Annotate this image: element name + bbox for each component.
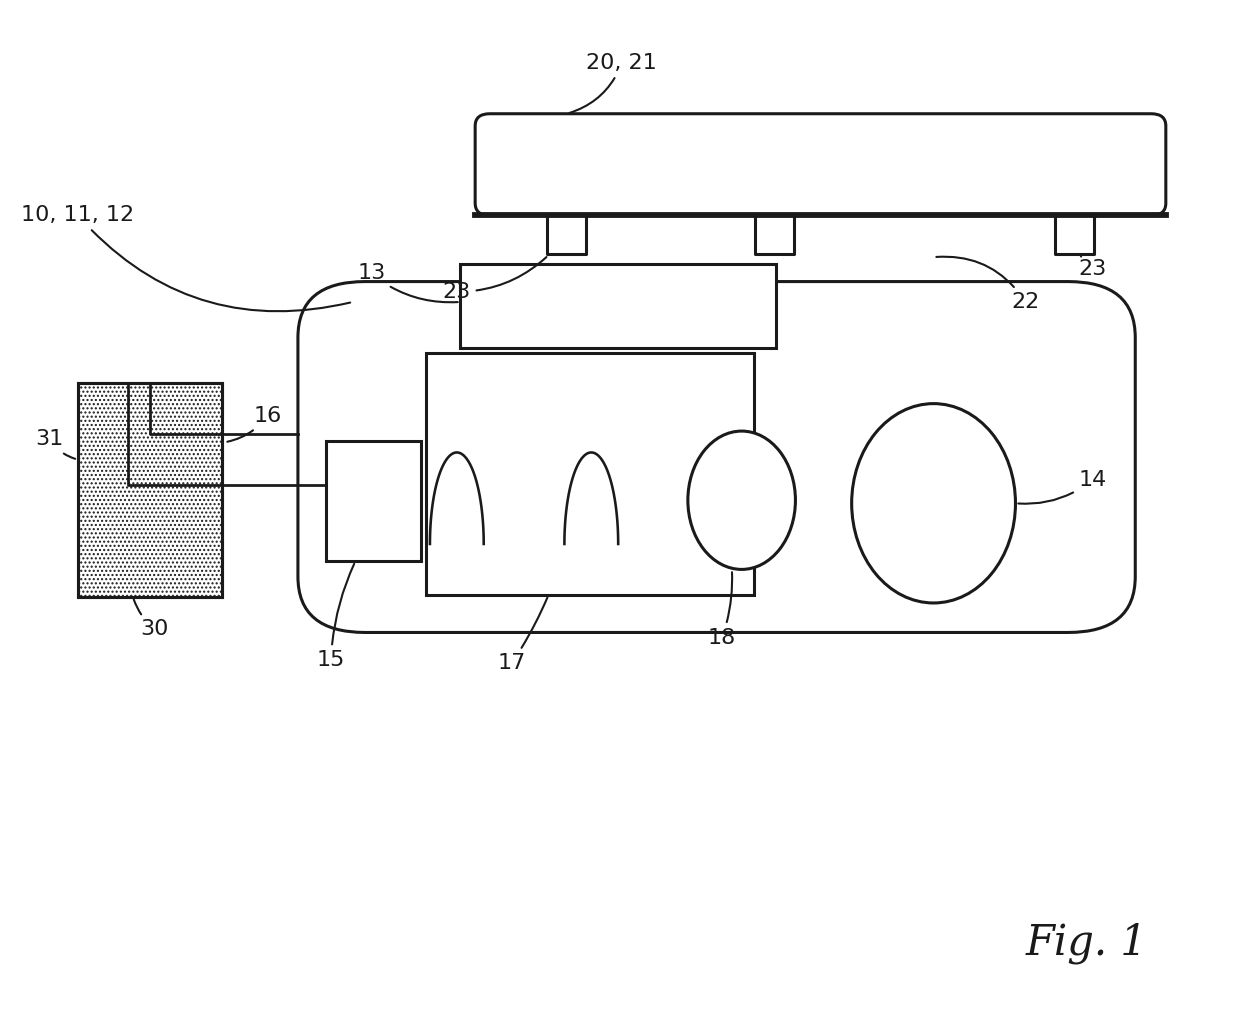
Text: Fig. 1: Fig. 1 (1025, 922, 1147, 964)
Text: 31: 31 (36, 429, 76, 459)
Text: 30: 30 (134, 599, 169, 639)
Text: 17: 17 (497, 597, 547, 673)
Bar (326, 441, 422, 561)
Text: 22: 22 (936, 257, 1039, 312)
Text: 23: 23 (443, 257, 547, 302)
Ellipse shape (852, 403, 1016, 603)
FancyBboxPatch shape (298, 281, 1136, 632)
Text: 10, 11, 12: 10, 11, 12 (21, 205, 350, 311)
Bar (78, 384, 222, 597)
Text: 18: 18 (708, 572, 737, 647)
Text: 16: 16 (227, 406, 281, 441)
Text: 20, 21: 20, 21 (569, 53, 657, 113)
Text: 15: 15 (316, 564, 355, 670)
Bar (78, 384, 222, 597)
Text: 14: 14 (1018, 470, 1106, 504)
Bar (460, 264, 776, 347)
Text: 13: 13 (357, 264, 458, 302)
Bar (427, 353, 754, 595)
FancyBboxPatch shape (475, 113, 1166, 215)
Ellipse shape (688, 431, 795, 569)
Text: 23: 23 (1079, 254, 1106, 279)
